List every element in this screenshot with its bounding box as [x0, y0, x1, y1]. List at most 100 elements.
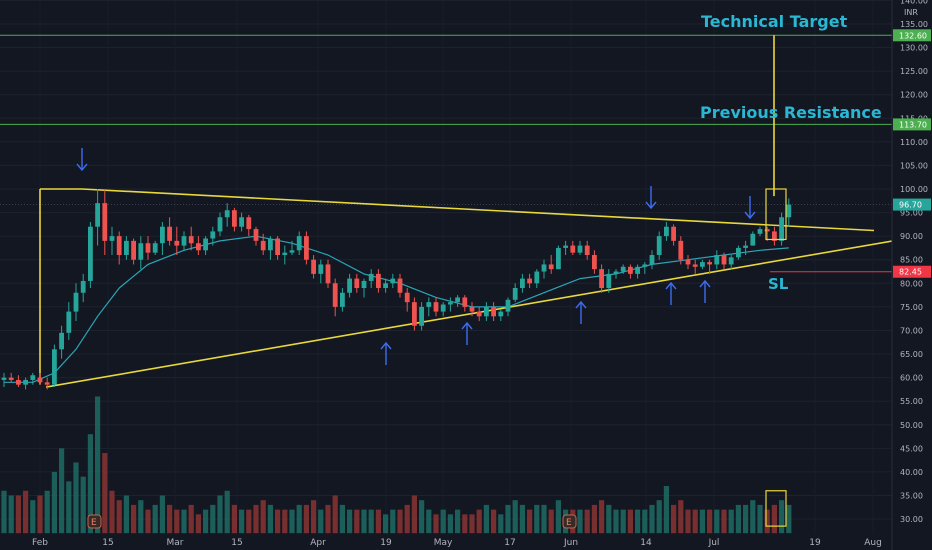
candle-body — [455, 297, 460, 303]
candle-body — [426, 302, 432, 307]
time-tick-label: 17 — [504, 538, 515, 548]
volume-bar — [59, 448, 65, 534]
volume-bar — [548, 509, 554, 534]
volume-bar — [210, 504, 216, 534]
volume-bar — [267, 504, 273, 534]
volume-bar — [296, 504, 302, 534]
volume-bar — [404, 504, 410, 534]
candle-body — [498, 311, 504, 317]
candle-body — [188, 236, 194, 244]
volume-bar — [167, 504, 173, 534]
current-price-tag-label: 96.70 — [899, 201, 922, 210]
volume-bar — [476, 509, 482, 534]
volume-bar — [332, 495, 338, 534]
candle-body — [260, 240, 266, 251]
volume-bar — [23, 490, 29, 534]
ascending-trendline — [45, 240, 894, 388]
candle-body — [23, 379, 28, 385]
candle-body — [563, 245, 568, 248]
candle-body — [59, 332, 64, 350]
time-tick-label: Jul — [708, 538, 720, 548]
arrows — [76, 148, 756, 365]
candle-body — [145, 243, 151, 253]
resistance-price-tag-label: 113.70 — [899, 120, 927, 129]
candle-body — [620, 266, 626, 272]
volume-bar — [433, 514, 439, 534]
volume-bar — [325, 504, 331, 534]
volume-bar — [181, 509, 187, 534]
candle-body — [736, 247, 741, 258]
candle-body — [440, 304, 446, 312]
volume-bar — [138, 500, 144, 534]
breakout-candle-box — [765, 188, 787, 241]
candle-body — [124, 240, 129, 256]
candle-body — [109, 236, 115, 241]
candle-body — [210, 231, 216, 239]
candle-body — [556, 247, 561, 270]
volume-bar — [383, 514, 389, 534]
candle-body — [476, 311, 482, 317]
candle-body — [649, 255, 655, 265]
candle-body — [728, 257, 734, 265]
candle-body — [160, 226, 165, 244]
candle-body — [743, 245, 748, 248]
candle-body — [692, 264, 698, 267]
breakout-volume-box — [765, 490, 787, 527]
candle-body — [700, 262, 705, 267]
price-tick-label: 75.00 — [900, 303, 923, 312]
candle-body — [239, 217, 244, 227]
candle-body — [8, 377, 14, 380]
price-tick-label: 110.00 — [900, 138, 928, 147]
previous-resistance-label: Previous Resistance — [700, 103, 882, 122]
arrow-down-icon — [76, 163, 88, 172]
candle-body — [383, 283, 388, 289]
price-tick-label: 35.00 — [900, 491, 923, 500]
target-price-tag-label: 132.60 — [899, 31, 927, 40]
candle-body — [685, 259, 691, 265]
volume-bar — [361, 509, 367, 534]
candle-body — [167, 226, 172, 241]
volume-bar — [685, 509, 691, 534]
volume-bar — [354, 509, 360, 534]
volume-bar — [368, 509, 374, 534]
candle-body — [707, 262, 712, 265]
time-tick-label: Apr — [310, 538, 326, 548]
candle-body — [764, 229, 770, 232]
volume-bar — [440, 509, 446, 534]
price-tick-label: 135.00 — [900, 20, 928, 29]
volume-bar — [577, 509, 583, 534]
price-tick-label: 85.00 — [900, 256, 923, 265]
candle-body — [102, 203, 108, 241]
volume-bar — [627, 509, 633, 534]
candle-body — [642, 264, 648, 267]
price-tick-label: 140.00 — [900, 0, 928, 5]
candle-body — [268, 238, 273, 251]
volume-bar — [786, 504, 792, 534]
candle-body — [347, 278, 352, 293]
candle-body — [138, 243, 144, 260]
candle-body — [577, 245, 583, 253]
candle-body — [714, 255, 720, 265]
volume-bar — [764, 509, 770, 534]
candle-body — [66, 311, 72, 333]
candle-body — [469, 306, 475, 312]
candle-body — [340, 292, 345, 307]
volume-bar — [275, 509, 281, 534]
candle-body — [433, 302, 439, 312]
volume-bar — [231, 504, 237, 534]
candle-body — [275, 238, 280, 256]
price-tick-label: 80.00 — [900, 279, 923, 288]
candle-body — [404, 292, 410, 303]
candle-body — [786, 204, 792, 218]
volume-bar — [447, 514, 453, 534]
volume-bar — [397, 509, 403, 534]
time-tick-label: Feb — [32, 538, 48, 548]
arrow-up-icon — [461, 321, 473, 330]
candle-body — [296, 236, 302, 251]
candle-body — [671, 226, 676, 241]
time-axis-ticks: Feb 15 Mar 15 Apr 19 May 17 Jun 14 Jul 19 Aug — [32, 538, 882, 548]
candle-body — [635, 266, 640, 274]
candle-body — [80, 280, 86, 293]
volume-bar — [541, 504, 547, 534]
